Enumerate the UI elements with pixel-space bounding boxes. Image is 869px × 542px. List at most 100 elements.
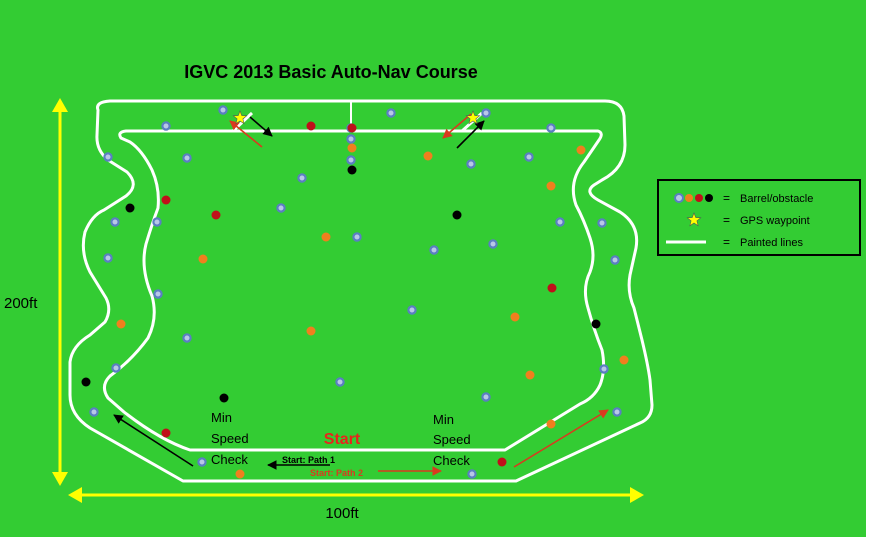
- barrel-red: [306, 121, 316, 131]
- legend: = Barrel/obstacle = GPS waypoint = Paint…: [657, 179, 861, 256]
- barrel-orange: [423, 151, 433, 161]
- barrel-orange: [546, 419, 556, 429]
- min-speed-left-line3: Check: [211, 452, 248, 467]
- barrel-blue: [153, 289, 163, 299]
- legend-barrel-red-icon: [695, 194, 703, 202]
- barrel-blue: [182, 153, 192, 163]
- legend-barrel-orange-icon: [685, 194, 693, 202]
- width-arrow-left: [68, 487, 82, 503]
- barrel-orange: [347, 143, 357, 153]
- right-margin: [866, 0, 869, 537]
- barrel-blue: [89, 407, 99, 417]
- barrel-blue: [346, 155, 356, 165]
- barrel-orange: [546, 181, 556, 191]
- barrel-blue: [352, 232, 362, 242]
- barrel-blue: [524, 152, 534, 162]
- barrel-blue: [555, 217, 565, 227]
- barrel-blue: [197, 457, 207, 467]
- arrow-top-right-black: [456, 120, 485, 149]
- height-arrow-top: [52, 98, 68, 112]
- path1-label: Start: Path 1: [282, 455, 335, 465]
- barrel-blue: [218, 105, 228, 115]
- min-speed-right-label: Min Speed Check: [433, 412, 474, 468]
- barrel-orange: [306, 326, 316, 336]
- barrel-blue: [111, 363, 121, 373]
- barrel-blue: [407, 305, 417, 315]
- barrel-blue: [335, 377, 345, 387]
- barrel-orange: [116, 319, 126, 329]
- legend-equals-2: =: [723, 213, 730, 227]
- barrel-blue: [597, 218, 607, 228]
- barrel-red: [497, 457, 507, 467]
- path2-label: Start: Path 2: [310, 468, 363, 478]
- barrel-blue: [599, 364, 609, 374]
- barrel-blue: [346, 134, 356, 144]
- barrel-blue: [386, 108, 396, 118]
- barrel-blue: [546, 123, 556, 133]
- barrel-orange: [619, 355, 629, 365]
- barrel-black: [125, 203, 135, 213]
- dimension-markers: [52, 98, 644, 503]
- barrel-black: [81, 377, 91, 387]
- barrel-red: [347, 123, 357, 133]
- barrel-blue: [612, 407, 622, 417]
- arrow-bottom-left-black: [113, 414, 194, 467]
- arrow-top-left-red: [229, 120, 263, 148]
- legend-barrel-black-icon: [705, 194, 713, 202]
- barrel-red: [161, 195, 171, 205]
- barrel-blue: [276, 203, 286, 213]
- barrel-black: [219, 393, 229, 403]
- barrel-orange: [576, 145, 586, 155]
- barrel-blue: [610, 255, 620, 265]
- page-title: IGVC 2013 Basic Auto-Nav Course: [184, 62, 477, 82]
- barrel-blue: [103, 253, 113, 263]
- waypoints-layer: [232, 110, 481, 125]
- height-label: 200ft: [4, 295, 38, 312]
- legend-equals-3: =: [723, 235, 730, 249]
- barrel-blue: [466, 159, 476, 169]
- gps-waypoint-star: [232, 110, 248, 125]
- barrel-blue: [297, 173, 307, 183]
- barrel-orange: [235, 469, 245, 479]
- barrel-blue: [110, 217, 120, 227]
- start-label: Start: [324, 431, 361, 448]
- legend-gps-label: GPS waypoint: [740, 215, 810, 227]
- barrel-blue: [488, 239, 498, 249]
- inner-boundary-line: [103, 129, 606, 452]
- barrel-black: [347, 165, 357, 175]
- barrel-red: [547, 283, 557, 293]
- barrel-red: [161, 428, 171, 438]
- arrow-top-left-black: [249, 116, 273, 137]
- width-label: 100ft: [325, 505, 359, 522]
- barrel-blue: [152, 217, 162, 227]
- min-speed-left-label: Min Speed Check: [211, 410, 252, 467]
- legend-star-icon: [686, 212, 702, 227]
- barrel-blue: [429, 245, 439, 255]
- barrel-orange: [198, 254, 208, 264]
- barrel-orange: [525, 370, 535, 380]
- direction-arrows: [113, 113, 609, 476]
- arrow-top-right-red: [442, 113, 472, 139]
- legend-barrel-label: Barrel/obstacle: [740, 193, 813, 205]
- outer-boundary-line: [68, 99, 654, 483]
- barrel-blue: [481, 392, 491, 402]
- barrel-black: [452, 210, 462, 220]
- width-arrow-right: [630, 487, 644, 503]
- min-speed-right-line3: Check: [433, 453, 470, 468]
- barrel-blue: [161, 121, 171, 131]
- barrel-red: [211, 210, 221, 220]
- height-arrow-bottom: [52, 472, 68, 486]
- barrel-blue: [103, 152, 113, 162]
- arrow-bottom-right-red: [513, 409, 609, 468]
- min-speed-left-line1: Min: [211, 410, 232, 425]
- barrel-blue: [182, 333, 192, 343]
- barrel-orange: [510, 312, 520, 322]
- obstacles-layer: [81, 105, 629, 479]
- min-speed-left-line2: Speed: [211, 431, 249, 446]
- legend-equals-1: =: [723, 191, 730, 205]
- barrel-blue: [467, 469, 477, 479]
- barrel-blue: [481, 108, 491, 118]
- min-speed-right-line1: Min: [433, 412, 454, 427]
